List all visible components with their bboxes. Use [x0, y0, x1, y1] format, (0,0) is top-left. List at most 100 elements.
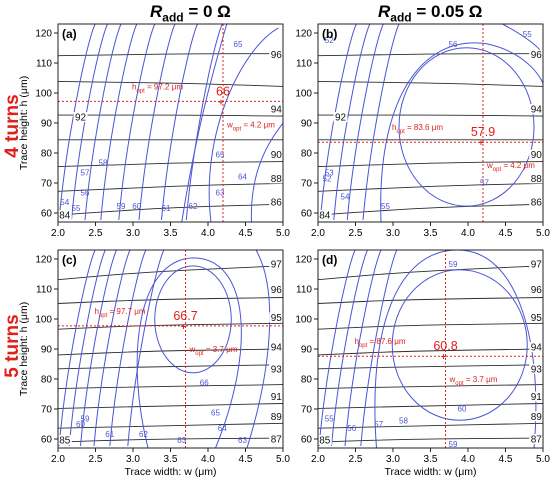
x-tick-label: 4.5	[239, 228, 253, 239]
w-opt-label: wopt = 4.2 μm	[226, 120, 275, 132]
y-tick-label: 100	[35, 315, 52, 326]
black-contour-label: 97	[271, 259, 283, 270]
blue-contour-line	[136, 257, 242, 448]
x-tick-label: 3.0	[126, 454, 140, 465]
x-tick-label: 2.5	[89, 228, 103, 239]
panel-b: +57.9 hopt = 83.6 μm wopt = 4.2 μm 84 86 88 90…	[295, 23, 550, 239]
black-contour-line	[58, 384, 283, 390]
y-tick-label: 60	[41, 209, 53, 220]
black-contour-line	[58, 114, 283, 117]
y-tick-label: 100	[295, 89, 312, 100]
panel-c: +66.7 hopt = 97.7 μm wopt = 3.7 μm 85 87 89 91…	[18, 249, 290, 478]
x-tick-label: 3.0	[126, 228, 140, 239]
black-contour-label: 86	[271, 198, 283, 209]
black-contour-label: 96	[271, 285, 283, 296]
blue-contour-label: 65	[211, 408, 220, 417]
x-axis-label: Trace width: w (μm)	[124, 466, 216, 478]
panel-label: (a)	[62, 27, 77, 41]
blue-contour-label: 63	[216, 188, 225, 197]
blue-contour-label: 58	[99, 159, 108, 168]
black-contour-label: 94	[531, 343, 543, 354]
black-contour-line	[318, 182, 543, 192]
y-tick-label: 100	[35, 89, 52, 100]
h-opt-label: hopt = 97.2 μm	[132, 82, 183, 94]
y-tick-label: 80	[41, 149, 53, 160]
blue-contour-line	[333, 24, 371, 221]
blue-contour-label: 59	[81, 414, 90, 423]
blue-contour-line	[331, 250, 368, 447]
x-tick-label: 4.5	[239, 454, 253, 465]
w-opt-label: wopt = 3.7 μm	[189, 345, 238, 357]
col-title-left: Radd = 0 Ω	[150, 2, 231, 25]
blue-contour-label: 55	[325, 414, 334, 423]
black-contour-label: 88	[271, 174, 283, 185]
blue-contour-line	[68, 250, 106, 447]
x-tick-label: 4.0	[461, 228, 475, 239]
black-contour-label: 85	[319, 436, 331, 447]
y-tick-label: 80	[301, 375, 313, 386]
x-tick-label: 3.5	[164, 228, 178, 239]
blue-contour-ellipse	[391, 269, 528, 421]
black-contour-label: 91	[271, 392, 283, 403]
black-contour-label: 96	[271, 50, 283, 61]
blue-contour-line	[346, 24, 384, 221]
blue-contour-line	[138, 24, 176, 221]
panel-label: (d)	[322, 253, 337, 267]
panel-label: (c)	[62, 253, 77, 267]
x-tick-label: 2.0	[51, 228, 65, 239]
blue-contour-label: 65	[216, 151, 225, 160]
blue-contour-line	[80, 250, 117, 447]
black-contour-label: 92	[75, 113, 87, 124]
blue-contour-label: 55	[523, 30, 532, 39]
blue-contour-label: 60	[458, 404, 467, 413]
blue-contour-label: 52	[323, 174, 332, 183]
blue-contour-label: 64	[238, 172, 247, 181]
x-tick-label: 4.0	[461, 454, 475, 465]
black-contour-label: 89	[531, 412, 543, 423]
optimum-value: 66	[216, 84, 230, 98]
y-axis-label: Trace height: h (μm)	[18, 76, 30, 170]
black-contour-line	[318, 297, 543, 304]
col-title-right: Radd = 0.05 Ω	[378, 2, 483, 25]
y-tick-label: 110	[296, 285, 312, 296]
y-tick-label: 90	[41, 119, 53, 130]
optimum-marker: +	[181, 321, 186, 331]
blue-contour-label: 60	[76, 420, 85, 429]
y-axis-label: Trace height: h (μm)	[18, 302, 30, 396]
blue-contour-label: 56	[81, 188, 90, 197]
black-contour-label: 88	[531, 174, 543, 185]
y-tick-label: 60	[41, 435, 53, 446]
black-contour-line	[58, 297, 283, 304]
blue-contour-label: 56	[347, 424, 356, 433]
black-contour-line	[58, 422, 283, 429]
blue-contour-label: 54	[341, 192, 350, 201]
black-contour-line	[318, 114, 543, 117]
blue-contour-label: 57	[480, 178, 489, 187]
black-contour-line	[58, 364, 283, 370]
black-contour-line	[318, 364, 543, 370]
blue-contour-line	[246, 250, 271, 448]
y-tick-label: 90	[41, 345, 53, 356]
black-contour-line	[318, 265, 543, 281]
blue-contour-label: 66	[200, 379, 209, 388]
w-opt-label: wopt = 3.7 μm	[449, 375, 498, 387]
blue-contour-line	[84, 24, 122, 221]
black-contour-label: 90	[271, 150, 283, 161]
y-tick-label: 120	[295, 29, 312, 40]
x-tick-label: 3.5	[424, 454, 438, 465]
y-tick-label: 60	[301, 209, 313, 220]
blue-contour-line	[362, 24, 400, 221]
blue-contour-label: 55	[381, 202, 390, 211]
blue-contour-label: 52	[325, 36, 334, 45]
blue-contour-line	[118, 24, 156, 221]
blue-contour-line	[93, 250, 131, 447]
optimum-value: 66.7	[173, 309, 197, 323]
x-tick-label: 4.0	[201, 228, 215, 239]
black-contour-label: 91	[531, 392, 543, 403]
x-tick-label: 4.0	[201, 454, 215, 465]
black-contour-line	[318, 348, 543, 356]
x-tick-label: 3.5	[164, 454, 178, 465]
blue-contour-label: 59	[117, 202, 126, 211]
h-opt-label: hopt = 97.7 μm	[95, 307, 146, 319]
blue-contour-label: 57	[374, 420, 383, 429]
